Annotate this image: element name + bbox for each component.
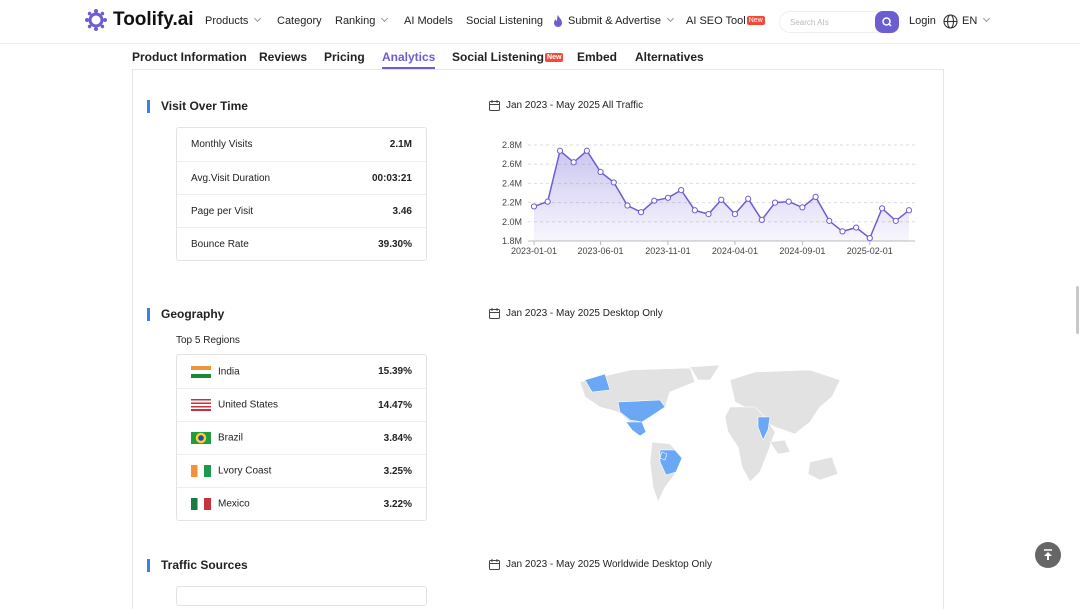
nav-item-label: AI SEO Tool [686, 15, 746, 27]
region-name: Lvory Coast [218, 465, 272, 477]
tab[interactable]: Embed [577, 50, 618, 64]
nav-item[interactable]: AI SEO Tool New [686, 15, 765, 27]
top-nav: Toolify.ai Products Category Ranking AI … [0, 0, 1080, 44]
region: Brazil [191, 432, 243, 444]
new-badge: New [746, 16, 765, 25]
arrow-up-icon [1044, 549, 1052, 560]
stat-value: 39.30% [378, 238, 412, 250]
stat-label: Avg.Visit Duration [191, 172, 271, 184]
analytics-card [132, 69, 944, 609]
region-row: Mexico 3.22% [177, 487, 426, 520]
region: United States [191, 399, 278, 411]
region: Lvory Coast [191, 465, 271, 477]
stat-label: Page per Visit [191, 205, 254, 217]
subtitle: Top 5 Regions [176, 335, 240, 346]
tab[interactable]: Pricing [324, 50, 365, 64]
nav-item[interactable]: Products [205, 15, 260, 27]
region-row: Lvory Coast 3.25% [177, 454, 426, 487]
flag-icon [191, 465, 211, 477]
region: Mexico [191, 498, 250, 510]
flag-icon [191, 365, 211, 378]
logo[interactable]: Toolify.ai [85, 9, 194, 31]
nav-item[interactable]: AI Models [404, 15, 453, 27]
stat-label: Monthly Visits [191, 139, 253, 150]
nav-item[interactable]: Submit & Advertise [568, 15, 673, 27]
stat-row: Monthly Visits 2.1M [177, 128, 426, 161]
nav-item[interactable]: Ranking [335, 15, 387, 27]
tab[interactable]: Alternatives [635, 50, 704, 64]
region-name: Brazil [218, 432, 244, 444]
tab[interactable]: Reviews [259, 50, 308, 64]
region-share: 3.25% [383, 465, 412, 477]
stat-row: Page per Visit 3.46 [177, 194, 426, 227]
scrollbar [1076, 286, 1079, 334]
search-icon [882, 17, 892, 27]
new-badge: New [545, 53, 564, 62]
traffic-table [176, 586, 427, 606]
nav-item[interactable]: Category [277, 15, 322, 27]
stats-table: Monthly Visits 2.1M Avg.Visit Duration 00:0… [176, 127, 427, 261]
region-row: Brazil 3.84% [177, 421, 426, 454]
calendar-icon [489, 559, 500, 570]
tab[interactable]: Product Information [132, 50, 247, 64]
logo-icon [85, 9, 107, 31]
date-range: Jan 2023 - May 2025 Worldwide Desktop On… [489, 559, 712, 570]
logo-text: Toolify.ai [113, 9, 194, 30]
date-range: Jan 2023 - May 2025 Desktop Only [489, 308, 663, 319]
section-title: Visit Over Time [147, 100, 248, 113]
login-link[interactable]: Login [909, 15, 936, 27]
region-share: 3.84% [383, 432, 412, 444]
region-share: 3.22% [383, 498, 412, 510]
flag-icon [191, 432, 211, 444]
region-share: 14.47% [378, 399, 412, 411]
world-map [579, 364, 841, 503]
region: India [191, 365, 240, 378]
date-range-text: Jan 2023 - May 2025 All Traffic [506, 100, 644, 111]
stat-label: Bounce Rate [191, 238, 249, 250]
globe-icon [943, 14, 958, 29]
back-to-top-button[interactable] [1035, 542, 1061, 568]
calendar-icon [489, 308, 500, 319]
region-name: United States [218, 399, 279, 411]
region-share: 15.39% [378, 366, 412, 377]
tab-active[interactable]: Analytics [382, 50, 436, 69]
stat-row: Bounce Rate 39.30% [177, 227, 426, 260]
date-range-text: Jan 2023 - May 2025 Desktop Only [506, 308, 663, 319]
date-range: Jan 2023 - May 2025 All Traffic [489, 100, 643, 111]
section-title: Geography [147, 308, 224, 321]
search-button[interactable] [875, 11, 899, 33]
flag-icon [191, 399, 211, 411]
date-range-text: Jan 2023 - May 2025 Worldwide Desktop On… [506, 559, 713, 570]
calendar-icon [489, 100, 500, 111]
region-row: United States 14.47% [177, 388, 426, 421]
language-select[interactable]: EN [962, 15, 989, 27]
fire-icon [554, 15, 562, 27]
region-row: India 15.39% [177, 355, 426, 388]
stat-value: 3.46 [392, 205, 412, 217]
regions-table: India 15.39% United States 14.47% Brazil 3.84… [176, 354, 427, 521]
stat-value: 2.1M [389, 139, 412, 150]
stat-value: 00:03:21 [371, 172, 412, 184]
tab[interactable]: Social Listening New [452, 50, 564, 64]
region-name: Mexico [218, 498, 250, 510]
flag-icon [191, 498, 211, 510]
stat-row: Avg.Visit Duration 00:03:21 [177, 161, 426, 194]
region-name: India [218, 366, 240, 378]
nav-item[interactable]: Social Listening [466, 15, 544, 27]
tab-label: Social Listening [452, 50, 545, 64]
section-title: Traffic Sources [147, 559, 248, 572]
